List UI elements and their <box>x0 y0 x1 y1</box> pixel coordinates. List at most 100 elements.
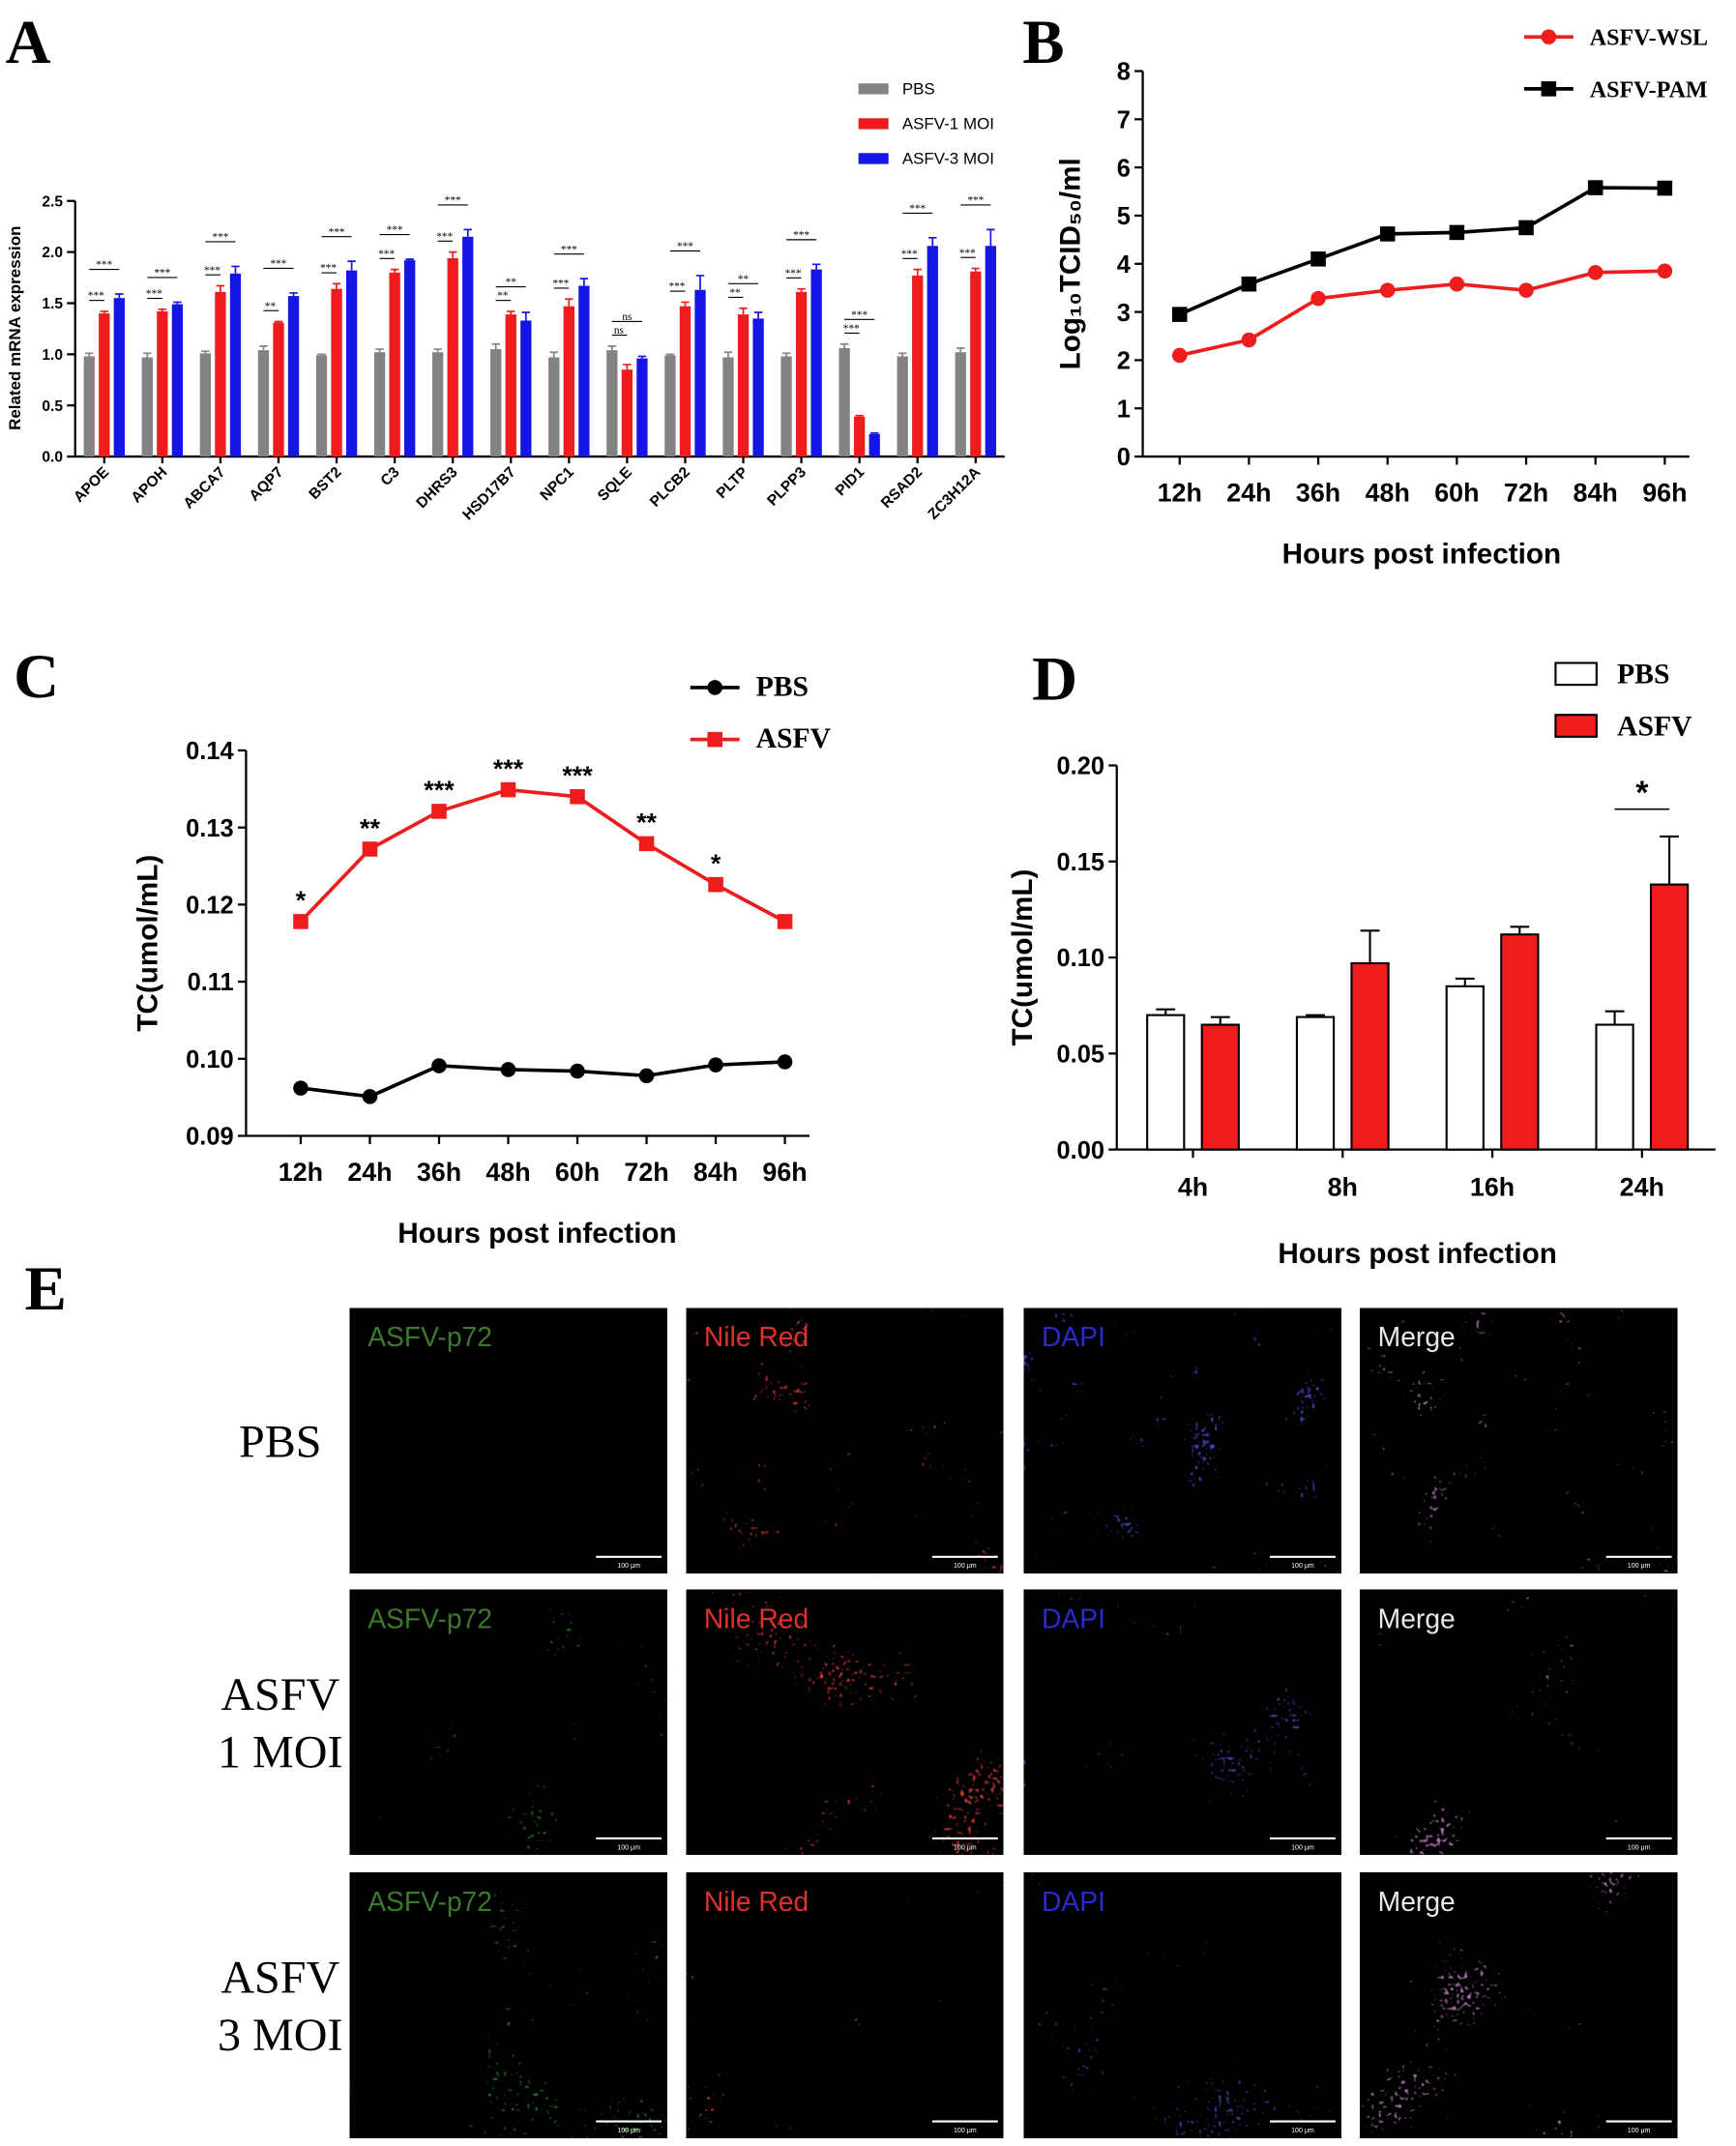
bar <box>664 355 676 457</box>
significance-label: *** <box>424 776 455 805</box>
legend-label: ASFV-1 MOI <box>902 115 994 133</box>
legend-label: ASFV-3 MOI <box>902 150 994 168</box>
bar <box>839 348 850 457</box>
channel-label: DAPI <box>1042 1602 1105 1633</box>
x-tick-label: 48h <box>485 1158 530 1187</box>
channel-label: Nile Red <box>704 1886 809 1917</box>
error-bar <box>723 351 733 358</box>
error-bar <box>375 348 384 353</box>
significance-label: *** <box>793 229 809 241</box>
significance-label: ns <box>614 325 624 337</box>
bar <box>970 271 982 457</box>
significance-label: *** <box>378 249 395 260</box>
y-tick-label: 2.5 <box>42 193 63 210</box>
data-point <box>1379 226 1396 242</box>
bar <box>462 236 474 457</box>
significance-label: *** <box>552 279 569 290</box>
bar <box>854 416 866 457</box>
legend-label: ASFV <box>756 723 832 754</box>
x-tick-label: 96h <box>762 1158 807 1187</box>
significance-label: *** <box>445 195 461 207</box>
y-tick-label: 1.5 <box>42 296 63 312</box>
channel-label: ASFV-p72 <box>368 1602 492 1633</box>
y-tick-label: 8 <box>1117 59 1131 86</box>
bar <box>927 246 938 457</box>
bar <box>606 350 618 457</box>
micrograph <box>1023 1589 1341 1855</box>
bar <box>141 357 153 457</box>
significance-label: *** <box>901 249 918 260</box>
error-bar <box>491 342 500 350</box>
data-point <box>638 836 655 852</box>
error-bar <box>1360 929 1380 964</box>
scale-bar-label: 100 μm <box>1291 1844 1314 1851</box>
legend-marker <box>1541 29 1557 44</box>
significance-label: *** <box>561 244 577 255</box>
legend-marker <box>707 731 722 748</box>
legend-label: ASFV-WSL <box>1590 26 1708 51</box>
row-label: PBS <box>239 1417 322 1468</box>
y-tick-label: 2.0 <box>42 245 63 261</box>
data-point <box>1587 180 1604 195</box>
significance-label: ** <box>360 813 380 842</box>
x-tick-label: HSD17B7 <box>459 464 518 523</box>
x-tick-label: 84h <box>1574 479 1618 508</box>
legend-label: ASFV <box>1617 711 1692 742</box>
error-bar <box>1660 835 1679 885</box>
panel-label: E <box>24 1254 66 1324</box>
channel-label: ASFV-p72 <box>368 1886 492 1917</box>
micrograph <box>349 1589 667 1855</box>
scale-bar-label: 100 μm <box>1291 1563 1314 1570</box>
bar <box>331 288 342 457</box>
x-tick-label: APOE <box>71 464 112 506</box>
x-tick-label: PID1 <box>833 464 868 500</box>
micrograph <box>686 1589 1004 1855</box>
error-bar <box>84 352 94 357</box>
y-tick-label: 1.0 <box>42 347 63 364</box>
x-tick-label: 60h <box>555 1158 600 1187</box>
data-line <box>1179 186 1665 316</box>
x-tick-label: 96h <box>1642 479 1687 508</box>
data-point <box>1587 264 1604 280</box>
bar <box>257 350 270 457</box>
data-point <box>708 1057 723 1073</box>
x-axis-label: Hours post infection <box>1282 538 1561 570</box>
micrograph <box>349 1872 667 2138</box>
row-label: ASFV <box>221 1953 339 2004</box>
panel-label: A <box>6 8 51 77</box>
bar <box>985 246 997 457</box>
panel-label: D <box>1032 645 1077 715</box>
error-bar <box>433 348 442 353</box>
significance-label: *** <box>493 754 524 783</box>
micrograph <box>1360 1308 1678 1573</box>
panel-label: C <box>14 642 59 712</box>
legend-marker <box>1541 81 1557 97</box>
error-bar <box>143 352 152 358</box>
significance-label: *** <box>967 195 984 207</box>
significance-label: *** <box>436 231 453 243</box>
significance-label: *** <box>785 268 802 279</box>
bar <box>171 304 184 457</box>
y-tick-label: 0.09 <box>186 1124 234 1151</box>
bar <box>113 298 125 457</box>
x-tick-label: 60h <box>1434 479 1479 508</box>
bar <box>389 272 400 457</box>
bar <box>505 314 516 457</box>
error-bar <box>971 267 981 272</box>
y-tick-label: 0.11 <box>188 969 234 996</box>
y-tick-label: 0.05 <box>1056 1042 1104 1069</box>
x-axis-label: Hours post infection <box>397 1218 676 1249</box>
bar <box>912 275 924 457</box>
bar <box>1200 1023 1240 1151</box>
bar <box>287 296 300 457</box>
significance-label: *** <box>387 224 403 236</box>
bar <box>868 433 880 457</box>
error-bar <box>739 307 748 315</box>
data-point <box>570 788 585 805</box>
legend-swatch <box>1554 661 1598 687</box>
significance-label: ** <box>729 287 741 299</box>
error-bar <box>623 364 632 370</box>
bar <box>199 353 212 457</box>
bar <box>215 291 226 457</box>
